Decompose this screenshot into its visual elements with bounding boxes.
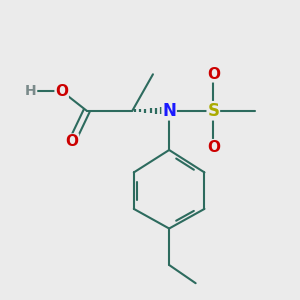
Text: O: O (207, 67, 220, 82)
Text: O: O (207, 140, 220, 155)
Text: S: S (207, 102, 219, 120)
Text: N: N (162, 102, 176, 120)
Text: O: O (55, 84, 68, 99)
Text: H: H (25, 84, 37, 98)
Text: O: O (65, 134, 79, 149)
